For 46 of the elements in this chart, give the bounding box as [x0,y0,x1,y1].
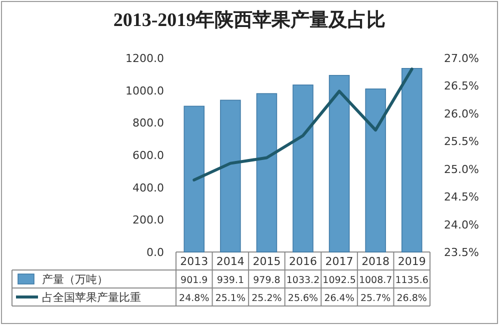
bar [256,93,278,252]
data-label: 26.8% [396,293,427,304]
y2-tick-label: 23.5% [444,246,479,259]
data-label: 901.9 [180,275,208,286]
x-tick-label: 2019 [398,255,426,268]
bar [292,84,314,252]
y2-tick-label: 24.5% [444,190,479,204]
y-tick-label: 400.0 [132,181,164,194]
bar [401,68,422,252]
y-tick-label: 800.0 [132,116,164,130]
data-label: 25.7% [360,293,391,304]
legend-label: 产量（万吨） [42,273,108,286]
y-tick-label: 600.0 [132,149,164,162]
y-tick-label: 0.0 [146,246,164,259]
bar [328,74,350,252]
data-label: 24.8% [179,293,210,304]
y-tick-label: 1000.0 [126,84,164,98]
data-label: 1092.5 [322,275,356,286]
data-label: 1033.2 [286,275,320,286]
data-label: 25.2% [252,293,282,304]
x-tick-label: 2013 [180,255,208,268]
y2-tick-label: 25.5% [444,135,479,148]
y2-tick-label: 27.0% [444,52,479,65]
bar [365,88,386,252]
bar [220,100,241,252]
x-tick-label: 2016 [289,255,317,268]
bar [184,106,205,252]
data-label: 979.8 [253,275,280,286]
y-tick-label: 200.0 [132,214,164,227]
chart-title: 2013-2019年陕西苹果产量及占比 [113,9,386,31]
y2-tick-label: 25.0% [444,162,479,176]
y2-tick-label: 26.0% [444,107,479,120]
x-tick-label: 2015 [252,255,281,268]
data-label: 939.1 [216,275,244,286]
data-label: 1008.7 [358,275,392,286]
data-label: 1135.6 [395,275,428,286]
x-tick-label: 2014 [216,255,244,268]
y2-tick-label: 26.5% [444,80,479,93]
legend-label: 占全国苹果产量比重 [42,291,141,304]
data-label: 25.6% [288,293,318,304]
y-tick-label: 1200.0 [126,52,164,65]
x-tick-label: 2018 [362,255,390,268]
data-label: 25.1% [215,293,246,304]
y2-tick-label: 24.0% [444,218,479,232]
data-label: 26.4% [324,293,354,304]
x-tick-label: 2017 [325,255,354,268]
